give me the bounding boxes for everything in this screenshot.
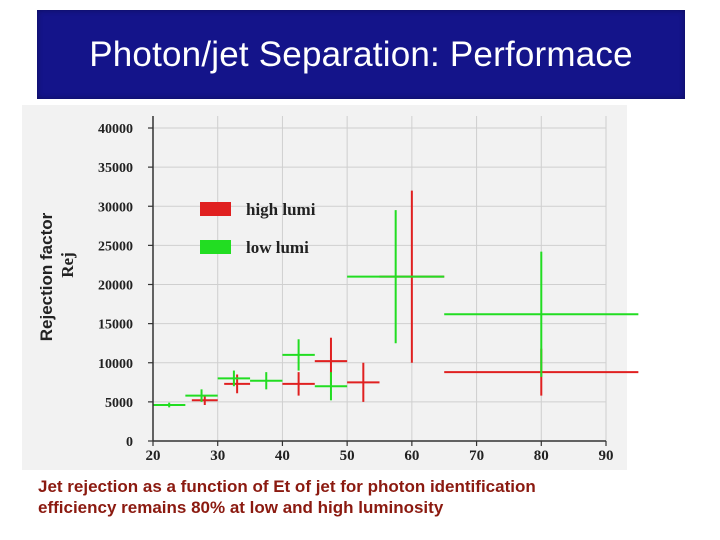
high-lumi-point: [347, 362, 380, 402]
x-tick-label: 20: [146, 448, 161, 464]
y-axis-sublabel: Rej: [58, 252, 77, 277]
tick-labels: 20 30 40 50 60 70 80 90 0 5000 10000 15000 20000 2500…: [98, 122, 614, 464]
low-lumi-point: [282, 339, 315, 371]
y-tick-label: 15000: [98, 318, 133, 333]
plot-background: [22, 105, 627, 470]
y-tick-label: 5000: [105, 396, 133, 411]
legend-swatch: [200, 202, 231, 216]
low-lumi-point: [153, 402, 186, 408]
low-lumi-point: [217, 370, 251, 387]
x-tick-label: 90: [599, 448, 614, 464]
y-tick-label: 0: [126, 435, 133, 450]
axes: [148, 116, 607, 446]
slide-title: Photon/jet Separation: Performace: [89, 34, 633, 74]
low-lumi-point: [444, 251, 639, 377]
legend: high lumi low lumi: [200, 200, 316, 257]
title-bar: Photon/jet Separation: Performace: [37, 10, 685, 99]
y-tick-label: 30000: [98, 200, 133, 215]
grid: [153, 116, 607, 441]
y-tick-label: 20000: [98, 279, 133, 294]
high-lumi-point: [191, 395, 218, 406]
x-tick-label: 80: [534, 448, 549, 464]
legend-label: low lumi: [246, 238, 309, 257]
y-tick-label: 35000: [98, 161, 133, 176]
x-tick-label: 70: [469, 448, 484, 464]
y-tick-label: 40000: [98, 122, 133, 137]
error-bars: [153, 190, 639, 408]
caption: Jet rejection as a function of Et of jet…: [38, 476, 698, 518]
y-tick-label: 10000: [98, 357, 133, 372]
low-lumi-point: [314, 372, 348, 401]
y-tick-label: 25000: [98, 239, 133, 254]
x-tick-label: 30: [210, 448, 225, 464]
x-tick-label: 60: [404, 448, 419, 464]
low-lumi-point: [250, 372, 283, 390]
x-tick-label: 40: [275, 448, 290, 464]
legend-swatch: [200, 240, 231, 254]
caption-line-2: efficiency remains 80% at low and high l…: [38, 498, 444, 517]
legend-label: high lumi: [246, 200, 316, 219]
y-axis-label: Rejection factor: [37, 212, 56, 341]
caption-line-1: Jet rejection as a function of Et of jet…: [38, 477, 536, 496]
x-tick-label: 50: [340, 448, 355, 464]
high-lumi-point: [282, 372, 315, 396]
low-lumi-point: [185, 389, 218, 402]
rejection-chart: 20 30 40 50 60 70 80 90 0 5000 10000 15000 20000 2500…: [22, 105, 639, 470]
low-lumi-point: [347, 210, 445, 344]
